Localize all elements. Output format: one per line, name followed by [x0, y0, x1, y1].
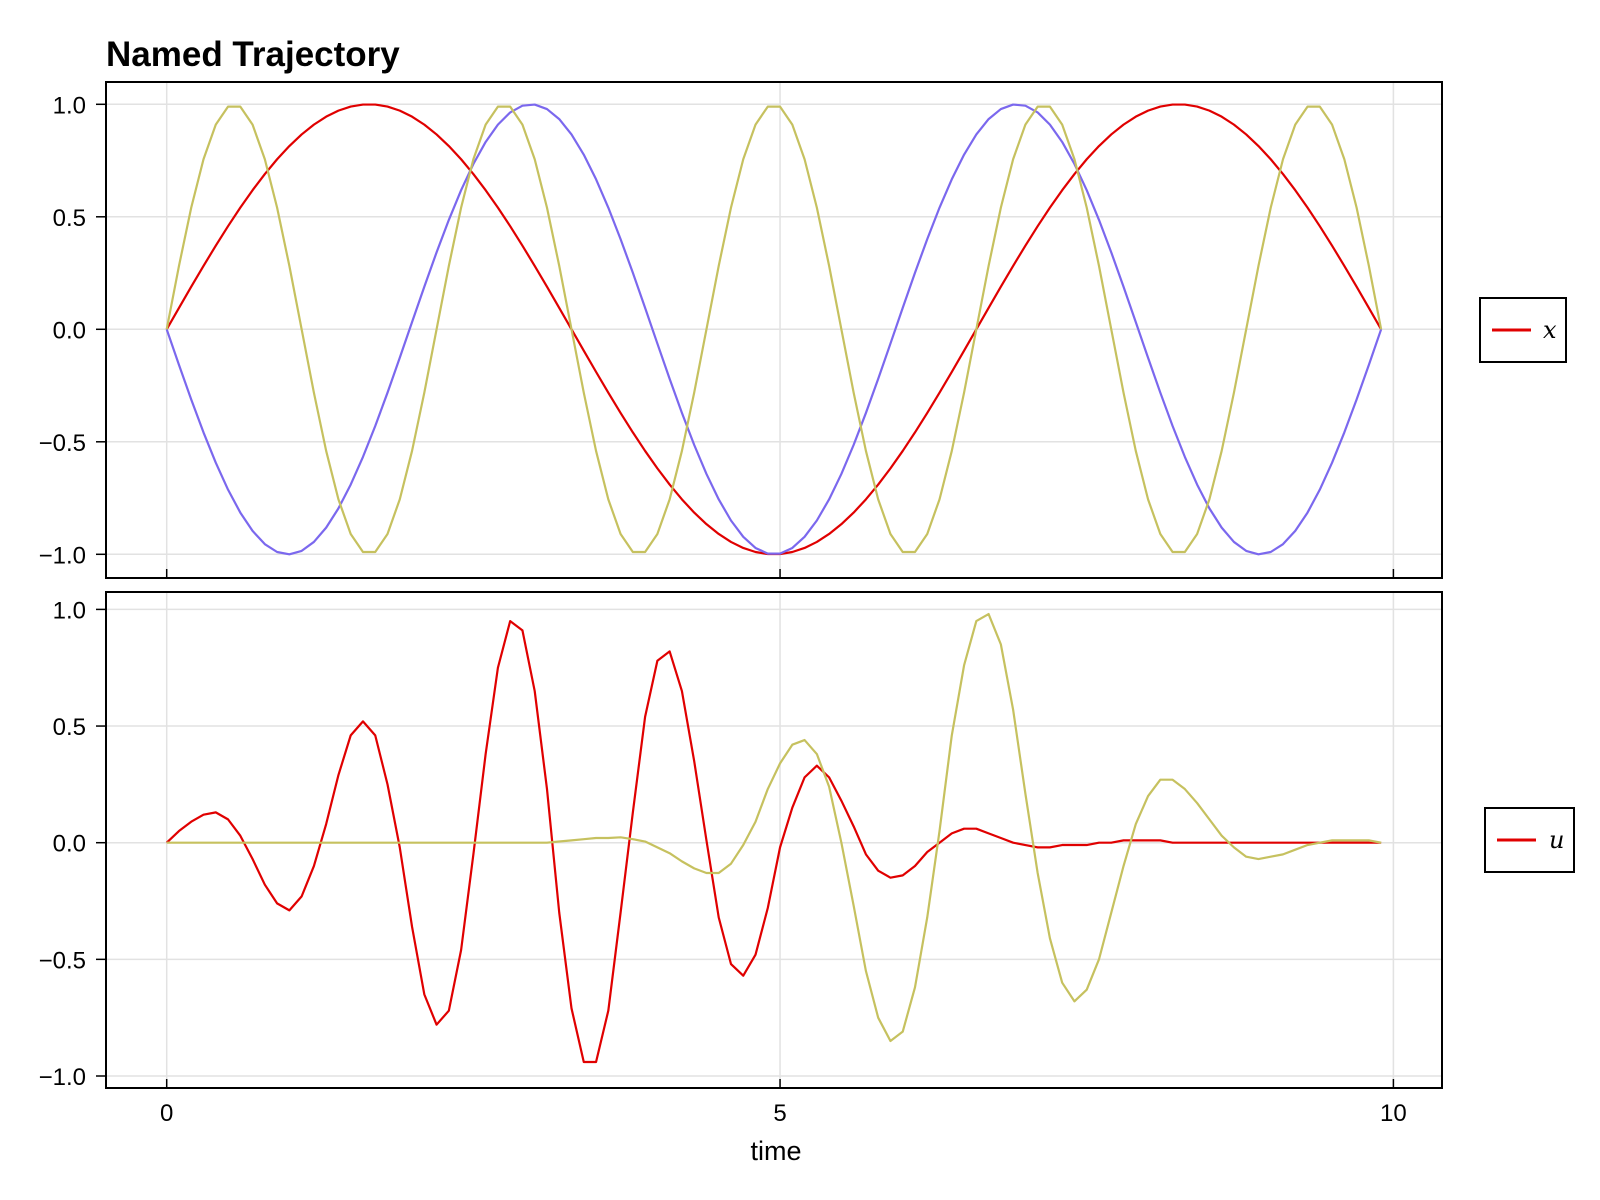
series-line-series-2	[166, 612, 1382, 1043]
bottom-series-lines	[165, 612, 1382, 1064]
y-tick-label: −1.0	[39, 542, 86, 569]
x-tick-label: 0	[160, 1100, 173, 1127]
series-line-u	[165, 619, 1382, 1064]
y-tick-label: 0.0	[53, 317, 86, 344]
chart-title: Named Trajectory	[106, 35, 400, 74]
x-tick-label: 10	[1380, 1100, 1407, 1127]
bottom-legend-label: u	[1549, 826, 1564, 854]
bottom-gridlines	[106, 592, 1442, 1088]
top-gridlines	[106, 82, 1442, 578]
bottom-panel: −1.0 −0.5 0.0 0.5 1.0 0 5 10 u time	[39, 591, 1575, 1166]
y-tick-label: −1.0	[39, 1064, 86, 1091]
y-tick-label: 0.0	[53, 831, 86, 858]
series-line-series-2	[165, 103, 1383, 556]
y-tick-label: 0.5	[53, 205, 86, 232]
y-tick-label: 0.5	[53, 714, 86, 741]
y-tick-label: 1.0	[53, 597, 86, 624]
top-panel: −1.0 −0.5 0.0 0.5 1.0 x	[39, 81, 1567, 579]
bottom-axis-ticks: −1.0 −0.5 0.0 0.5 1.0 0 5 10	[39, 597, 1407, 1127]
x-tick-label: 5	[773, 1100, 786, 1127]
top-series-lines	[165, 103, 1383, 556]
y-tick-label: 1.0	[53, 92, 86, 119]
top-legend: x	[1479, 297, 1567, 363]
top-legend-label: x	[1543, 316, 1557, 344]
series-line-series-3	[165, 105, 1383, 554]
bottom-legend: u	[1484, 807, 1575, 873]
bottom-plot-frame	[105, 591, 1443, 1089]
top-axis-ticks: −1.0 −0.5 0.0 0.5 1.0	[39, 92, 1395, 578]
y-tick-label: −0.5	[39, 430, 86, 457]
x-axis-label: time	[750, 1136, 801, 1166]
y-tick-label: −0.5	[39, 947, 86, 974]
